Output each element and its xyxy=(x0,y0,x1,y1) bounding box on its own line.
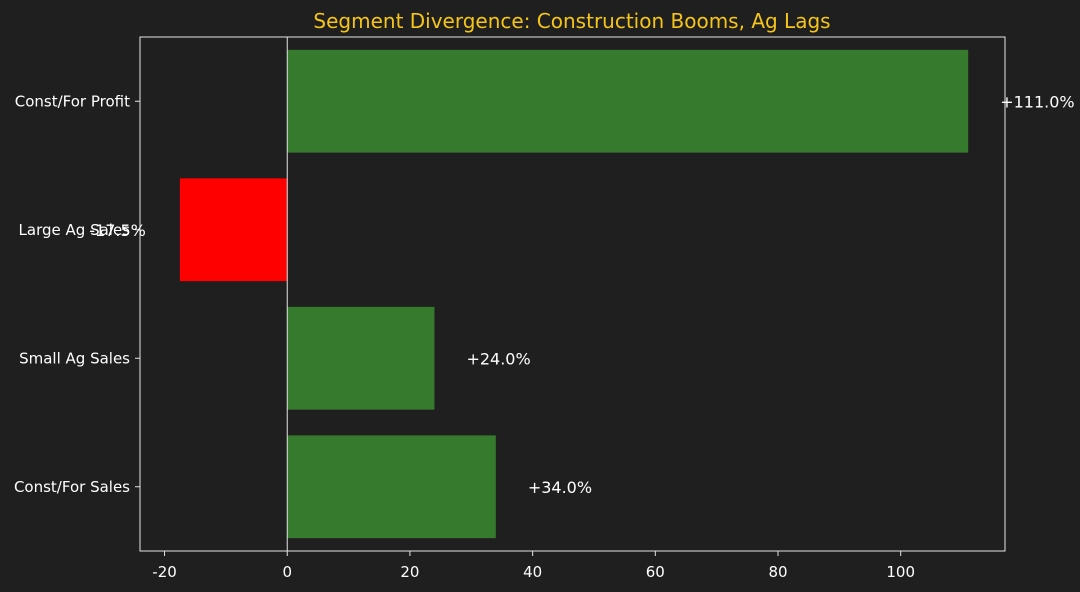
x-tick-label-3: 40 xyxy=(523,563,542,581)
data-label-3: +34.0% xyxy=(528,478,592,497)
x-tick-label-0: -20 xyxy=(152,563,177,581)
bar-3 xyxy=(287,435,496,539)
plot-frame xyxy=(139,36,1006,552)
data-label-1: -17.5% xyxy=(89,221,146,240)
category-label-2: Small Ag Sales xyxy=(19,349,130,367)
x-tick-label-6: 100 xyxy=(886,563,915,581)
bar-1 xyxy=(179,178,288,282)
data-labels-group: +111.0% -17.5% +24.0% +34.0% xyxy=(89,92,1074,497)
data-label-2: +24.0% xyxy=(466,349,530,368)
x-tick-label-4: 60 xyxy=(646,563,665,581)
chart-title: Segment Divergence: Construction Booms, … xyxy=(313,9,830,33)
bar-2 xyxy=(287,306,435,410)
bars-group xyxy=(179,49,969,539)
bar-0 xyxy=(287,49,969,153)
category-label-3: Const/For Sales xyxy=(14,478,130,496)
category-label-0: Const/For Profit xyxy=(15,92,130,110)
y-axis: Const/For Profit Large Ag Sales Small Ag S… xyxy=(14,92,140,496)
x-tick-label-5: 80 xyxy=(768,563,787,581)
data-label-0: +111.0% xyxy=(1000,92,1074,111)
category-label-1: Large Ag Sales xyxy=(19,221,131,239)
x-tick-label-1: 0 xyxy=(282,563,292,581)
x-tick-label-2: 20 xyxy=(400,563,419,581)
x-axis: -20 0 20 40 60 80 100 xyxy=(152,551,915,581)
